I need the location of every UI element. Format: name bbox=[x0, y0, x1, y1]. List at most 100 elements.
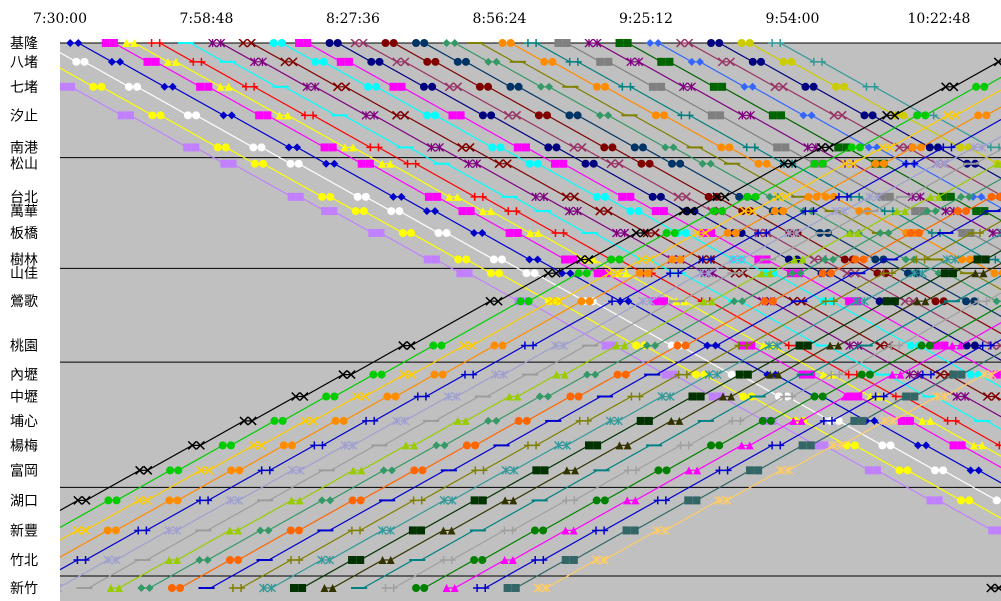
x-tick-label: 9:25:12 bbox=[619, 11, 673, 27]
train-marker bbox=[328, 143, 337, 152]
train-marker bbox=[484, 57, 493, 66]
train-marker bbox=[717, 57, 727, 67]
train-marker bbox=[460, 370, 469, 379]
train-marker bbox=[910, 392, 919, 401]
station-label: 桃園 bbox=[10, 339, 38, 355]
train-marker bbox=[855, 192, 864, 201]
train-marker bbox=[358, 39, 368, 48]
train-marker bbox=[319, 57, 328, 66]
train-marker bbox=[347, 526, 356, 535]
train-marker bbox=[829, 110, 839, 120]
train-marker bbox=[176, 584, 185, 592]
train-marker bbox=[569, 526, 578, 535]
station-label: 松山 bbox=[10, 157, 38, 173]
train-line bbox=[60, 118, 1001, 571]
train-marker bbox=[258, 583, 268, 593]
train-marker bbox=[431, 255, 440, 264]
train-marker bbox=[561, 555, 570, 564]
train-marker bbox=[890, 297, 899, 306]
train-marker bbox=[636, 416, 645, 425]
train-marker bbox=[530, 269, 539, 278]
train-marker bbox=[389, 82, 398, 91]
train-marker bbox=[932, 341, 941, 350]
train-marker bbox=[831, 206, 841, 216]
train-series bbox=[468, 42, 1001, 291]
train-marker bbox=[923, 207, 932, 216]
train-marker bbox=[956, 341, 965, 350]
train-marker bbox=[787, 159, 797, 169]
train-marker bbox=[840, 82, 849, 91]
train-marker bbox=[593, 441, 602, 450]
train-line bbox=[385, 292, 1001, 589]
train-marker bbox=[356, 555, 365, 564]
train-marker bbox=[712, 370, 722, 380]
train-marker bbox=[918, 370, 927, 379]
train-marker bbox=[821, 192, 830, 201]
train-marker bbox=[592, 39, 602, 48]
train-marker bbox=[386, 525, 395, 535]
train-marker bbox=[349, 466, 358, 475]
train-marker bbox=[632, 341, 641, 350]
train-marker bbox=[299, 391, 309, 402]
train-marker bbox=[219, 111, 228, 120]
train-marker bbox=[220, 159, 229, 168]
train-marker bbox=[879, 392, 888, 401]
train-marker bbox=[798, 255, 807, 264]
train-marker bbox=[189, 57, 198, 66]
train-marker bbox=[239, 416, 249, 426]
train-marker bbox=[134, 526, 143, 535]
train-marker bbox=[969, 441, 978, 450]
train-marker bbox=[489, 255, 498, 264]
train-marker bbox=[727, 392, 736, 401]
train-marker bbox=[142, 495, 152, 505]
train-series bbox=[412, 39, 1001, 317]
train-marker bbox=[513, 392, 522, 401]
train-marker bbox=[592, 526, 601, 535]
train-marker bbox=[918, 416, 927, 425]
train-marker bbox=[501, 465, 511, 475]
train-marker bbox=[546, 296, 556, 306]
train-marker bbox=[417, 496, 426, 505]
train-marker bbox=[837, 110, 847, 120]
train-marker bbox=[609, 341, 618, 350]
train-marker bbox=[103, 555, 113, 565]
train-marker bbox=[708, 392, 717, 401]
train-marker bbox=[965, 255, 974, 264]
train-marker bbox=[340, 143, 349, 152]
train-marker bbox=[204, 465, 214, 475]
train-marker bbox=[509, 465, 519, 475]
train-marker bbox=[422, 207, 431, 216]
train-marker bbox=[66, 82, 75, 91]
train-marker bbox=[392, 416, 402, 426]
train-marker bbox=[265, 466, 274, 475]
train-line bbox=[324, 262, 1001, 589]
train-marker bbox=[495, 269, 504, 278]
train-line bbox=[232, 220, 1001, 589]
train-marker bbox=[277, 39, 286, 47]
train-marker bbox=[431, 57, 440, 66]
train-marker bbox=[294, 159, 303, 168]
train-marker bbox=[820, 255, 829, 264]
train-marker bbox=[988, 228, 998, 238]
train-marker bbox=[250, 82, 259, 91]
train-marker bbox=[111, 526, 120, 535]
train-marker bbox=[444, 82, 454, 92]
train-marker bbox=[875, 341, 885, 351]
train-line bbox=[558, 42, 1001, 251]
train-marker bbox=[432, 441, 441, 450]
train-marker bbox=[926, 416, 935, 425]
train-marker bbox=[103, 526, 112, 535]
train-marker bbox=[896, 370, 905, 379]
train-marker bbox=[926, 370, 935, 379]
train-marker bbox=[472, 159, 482, 169]
train-marker bbox=[707, 297, 716, 306]
train-marker bbox=[554, 39, 563, 47]
train-marker bbox=[101, 39, 110, 47]
train-marker bbox=[946, 192, 955, 201]
train-marker bbox=[369, 370, 378, 379]
train-marker bbox=[344, 57, 353, 66]
train-marker bbox=[398, 228, 407, 237]
train-marker bbox=[910, 159, 919, 168]
train-line bbox=[650, 42, 1001, 209]
train-marker bbox=[657, 57, 666, 66]
